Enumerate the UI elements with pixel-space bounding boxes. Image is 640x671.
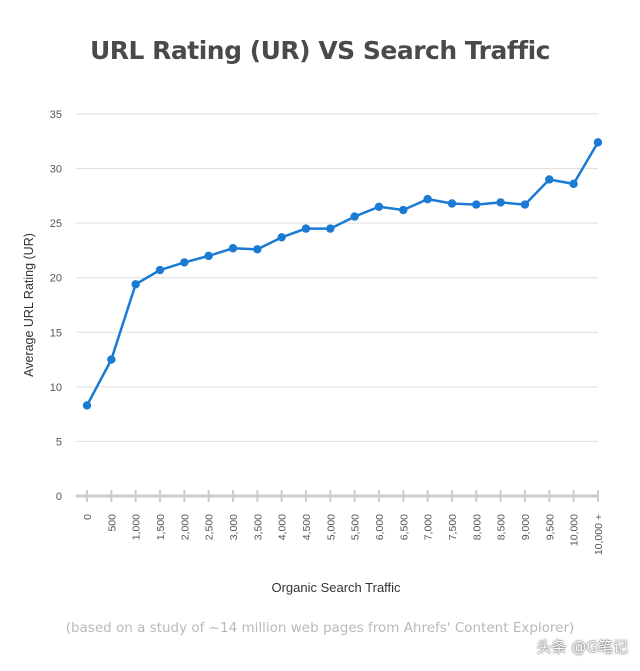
data-point	[593, 138, 603, 147]
x-tick-label: 4,500	[301, 514, 313, 540]
x-tick-label: 7,500	[447, 514, 459, 540]
data-point	[520, 200, 530, 209]
chart-caption: (based on a study of ~14 million web pag…	[65, 620, 575, 636]
y-tick-label: 25	[50, 218, 62, 230]
x-tick-label: 7,000	[423, 514, 435, 540]
chart-title: URL Rating (UR) VS Search Traffic	[89, 36, 551, 65]
data-point	[447, 199, 457, 208]
x-tick-label: 3,500	[252, 514, 264, 540]
x-tick-label: 2,500	[204, 514, 216, 540]
watermark: 头条 @G笔记	[536, 638, 628, 656]
data-point	[180, 258, 189, 267]
x-tick-label: 1,500	[155, 514, 167, 540]
x-tick-label: 3,000	[228, 514, 240, 540]
x-tick-label: 10,000 +	[593, 514, 605, 555]
y-tick-label: 35	[50, 109, 62, 121]
x-tick-label: 5,000	[325, 514, 337, 540]
y-tick-label: 5	[56, 436, 62, 448]
data-point	[228, 244, 238, 253]
data-point	[155, 265, 165, 275]
x-tick-label: 2,000	[179, 514, 191, 540]
data-point	[204, 251, 213, 261]
x-tick-label: 8,500	[496, 514, 508, 540]
y-tick-label: 10	[50, 382, 62, 394]
x-tick-label: 8,000	[471, 514, 483, 540]
data-point	[545, 175, 554, 184]
x-tick-label: 500	[106, 514, 118, 532]
x-axis-label: Organic Search Traffic	[271, 580, 401, 595]
x-tick-label: 6,500	[398, 514, 410, 540]
x-tick-label: 6,000	[374, 514, 386, 540]
x-tick-label: 9,000	[520, 514, 532, 540]
y-tick-label: 20	[50, 273, 62, 285]
y-tick-label: 30	[50, 164, 62, 176]
data-point	[569, 179, 578, 189]
x-tick-label: 5,500	[350, 514, 362, 540]
y-tick-label: 15	[50, 327, 62, 339]
data-point	[423, 194, 432, 204]
x-tick-label: 9,500	[544, 514, 556, 540]
y-axis-label: Average URL Rating (UR)	[22, 233, 36, 377]
data-point	[496, 198, 505, 207]
x-tick-label: 4,000	[277, 514, 289, 540]
y-tick-label: 0	[56, 491, 62, 503]
series-line	[85, 141, 600, 407]
data-point	[472, 200, 481, 209]
data-point	[82, 401, 92, 410]
data-point	[301, 224, 311, 233]
data-point	[326, 224, 335, 233]
data-point	[253, 245, 262, 254]
x-tick-label: 0	[82, 514, 94, 520]
x-tick-label: 1,000	[131, 514, 143, 540]
x-tick-label: 10,000	[569, 514, 581, 546]
data-point	[399, 205, 408, 215]
data-point	[277, 233, 286, 242]
data-point	[107, 355, 116, 364]
data-point	[374, 202, 384, 211]
data-point	[350, 212, 359, 221]
data-point	[131, 280, 140, 289]
